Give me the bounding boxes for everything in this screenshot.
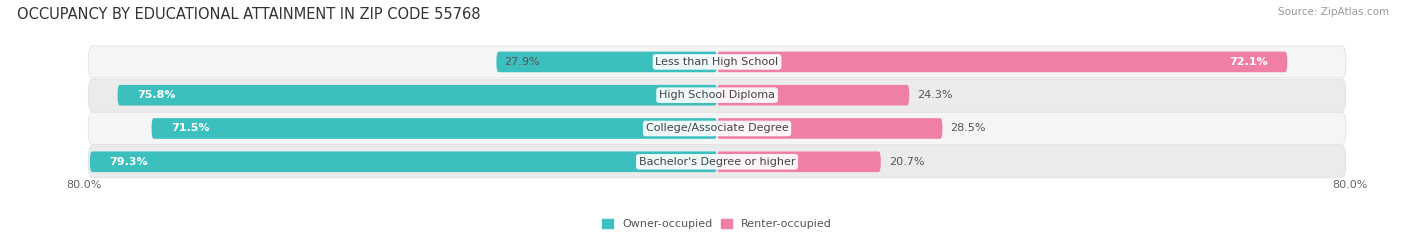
Text: Less than High School: Less than High School (655, 57, 779, 67)
Text: OCCUPANCY BY EDUCATIONAL ATTAINMENT IN ZIP CODE 55768: OCCUPANCY BY EDUCATIONAL ATTAINMENT IN Z… (17, 7, 481, 22)
Text: 79.3%: 79.3% (110, 157, 148, 167)
Text: 71.5%: 71.5% (172, 123, 209, 134)
Text: High School Diploma: High School Diploma (659, 90, 775, 100)
FancyBboxPatch shape (89, 146, 1346, 178)
FancyBboxPatch shape (90, 151, 717, 172)
FancyBboxPatch shape (89, 46, 1346, 78)
FancyBboxPatch shape (118, 85, 717, 106)
Text: 27.9%: 27.9% (505, 57, 540, 67)
Text: 28.5%: 28.5% (950, 123, 986, 134)
Text: Source: ZipAtlas.com: Source: ZipAtlas.com (1278, 7, 1389, 17)
Text: 75.8%: 75.8% (138, 90, 176, 100)
FancyBboxPatch shape (717, 51, 1288, 72)
FancyBboxPatch shape (717, 151, 880, 172)
Text: 24.3%: 24.3% (917, 90, 953, 100)
FancyBboxPatch shape (496, 51, 717, 72)
FancyBboxPatch shape (717, 118, 942, 139)
Text: 80.0%: 80.0% (1331, 180, 1368, 190)
Legend: Owner-occupied, Renter-occupied: Owner-occupied, Renter-occupied (602, 219, 832, 229)
Text: College/Associate Degree: College/Associate Degree (645, 123, 789, 134)
Text: 80.0%: 80.0% (66, 180, 103, 190)
FancyBboxPatch shape (89, 113, 1346, 144)
Text: 20.7%: 20.7% (889, 157, 924, 167)
FancyBboxPatch shape (717, 85, 910, 106)
Text: 72.1%: 72.1% (1229, 57, 1268, 67)
FancyBboxPatch shape (89, 79, 1346, 111)
Text: Bachelor's Degree or higher: Bachelor's Degree or higher (638, 157, 796, 167)
FancyBboxPatch shape (152, 118, 717, 139)
